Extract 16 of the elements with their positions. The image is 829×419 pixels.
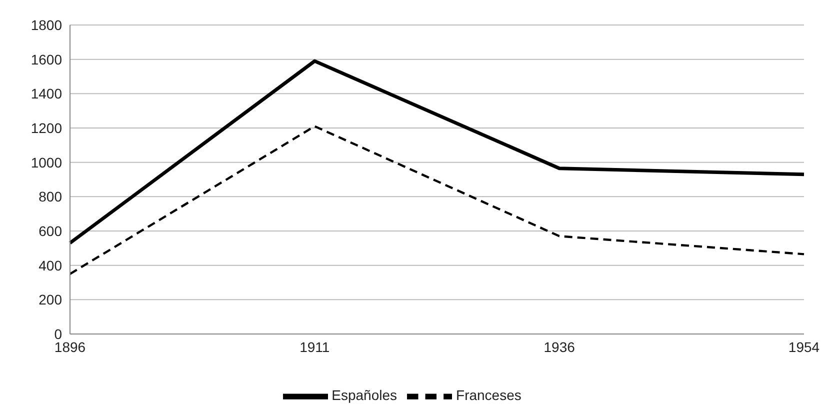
y-tick-label: 400 (38, 257, 62, 274)
x-tick-label: 1911 (300, 338, 330, 355)
x-tick-label: 1954 (788, 338, 820, 355)
y-tick-label: 200 (38, 292, 62, 308)
y-tick-label: 1800 (30, 16, 62, 33)
y-tick-label: 1000 (30, 154, 62, 170)
y-tick-label: 600 (38, 222, 62, 239)
y-tick-label: 1400 (30, 86, 62, 102)
y-tick-label: 1600 (30, 51, 62, 68)
y-tick-label: 1200 (30, 120, 62, 136)
y-tick-label: 800 (38, 188, 62, 205)
line-series (68, 125, 806, 276)
legend-label: Españoles (332, 387, 398, 404)
line-series (68, 59, 806, 245)
legend-label: Franceses (456, 387, 522, 404)
x-tick-label: 1936 (544, 338, 576, 355)
